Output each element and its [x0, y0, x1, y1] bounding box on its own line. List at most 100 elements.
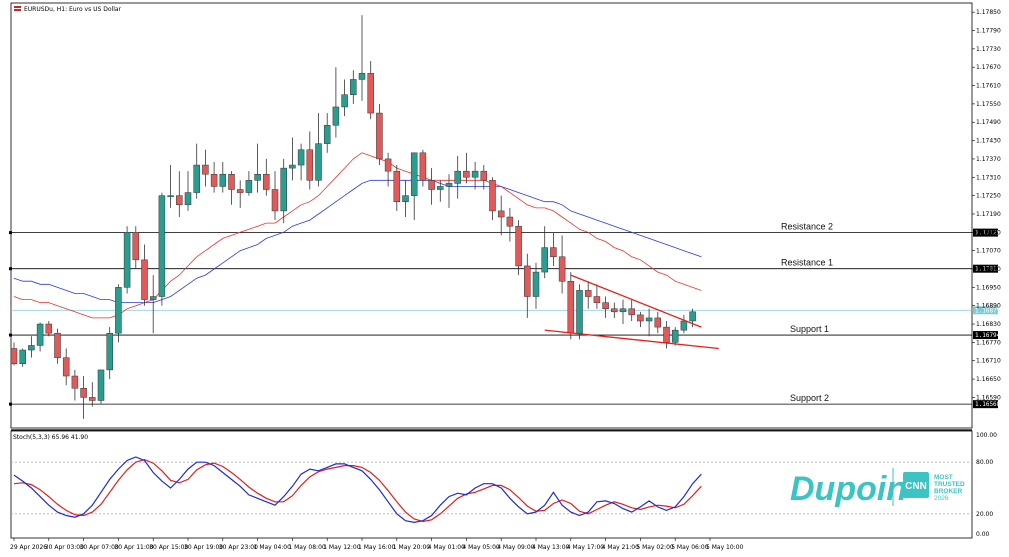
candle-body	[254, 173, 261, 181]
price-tick-label: 1.17370	[976, 156, 1001, 163]
candle-body	[19, 349, 26, 365]
candle-body	[576, 290, 583, 334]
candle-body	[497, 210, 505, 218]
candle-body	[584, 290, 592, 297]
candle-body	[245, 180, 253, 193]
candle-body	[376, 112, 383, 160]
stoch-tick-label: 20.00	[976, 511, 993, 518]
time-tick-label: 4 May 05:00	[462, 544, 500, 551]
price-tick-label: 1.17010	[976, 266, 1001, 273]
time-tick-label: 5 May 06:00	[671, 544, 709, 551]
candle-body	[602, 302, 609, 310]
candle-body	[202, 164, 209, 175]
candle-body	[611, 308, 618, 313]
candle-body	[550, 247, 557, 258]
time-tick-label: 30 Apr 11:00	[114, 544, 153, 551]
cnn-icon	[903, 472, 929, 498]
price-tick-label: 1.17250	[976, 193, 1001, 200]
badge-line-4: 2026	[934, 495, 949, 502]
candle-body	[115, 287, 122, 334]
candle-body	[654, 317, 662, 328]
candle-body	[637, 314, 644, 322]
stoch-signal-line	[13, 458, 702, 523]
candle-body	[193, 164, 200, 193]
candle-body	[141, 259, 148, 300]
candle-body	[419, 152, 427, 181]
trendline	[544, 329, 719, 350]
price-tick-label: 1.17070	[976, 248, 1001, 255]
candle-body	[524, 265, 531, 297]
candle-body	[489, 180, 496, 212]
candle-body	[515, 225, 522, 267]
candle-body	[541, 247, 548, 273]
price-tick-label: 1.16830	[976, 321, 1001, 328]
candle-body	[123, 232, 131, 288]
current-price-tag-text: 1.16875	[975, 307, 1001, 314]
price-tick-label: 1.17790	[976, 28, 1001, 35]
candle-body	[558, 256, 566, 282]
candle-body	[54, 332, 61, 358]
symbol-title: EURUSDu, H1: Euro vs US Dollar	[24, 6, 122, 13]
candle-body	[384, 158, 392, 172]
time-tick-label: 1 May 20:00	[393, 544, 431, 551]
candle-body	[306, 149, 314, 181]
level-price-tag-text: 1.16568	[975, 401, 1001, 408]
time-tick-label: 30 Apr 03:00	[45, 544, 84, 551]
stochastic-oscillator: 100.00 80.00 20.00 0.00	[11, 432, 997, 538]
time-tick-label: 5 May 10:00	[706, 544, 744, 551]
candle-body	[263, 173, 270, 190]
time-tick-label: 4 May 01:00	[428, 544, 466, 551]
time-tick-label: 4 May 21:00	[602, 544, 640, 551]
time-tick-label: 4 May 13:00	[532, 544, 570, 551]
time-tick-label: 1 May 04:00	[254, 544, 292, 551]
badge-line-2: TRUSTED	[934, 481, 965, 488]
price-tick-label: 1.16770	[976, 339, 1001, 346]
time-tick-label: 1 May 16:00	[358, 544, 396, 551]
candle-body	[80, 388, 87, 398]
candle-body	[210, 173, 218, 187]
candle-body	[271, 189, 279, 212]
candle-body	[167, 195, 174, 197]
candle-body	[680, 320, 688, 331]
candle-body	[289, 164, 296, 169]
candle-body	[89, 397, 96, 401]
candle-body	[593, 296, 601, 303]
candle-body	[10, 348, 18, 365]
price-tick-label: 1.16710	[976, 358, 1001, 365]
candle-body	[663, 326, 670, 343]
level-anchor	[9, 402, 12, 406]
candle-body	[454, 170, 461, 184]
time-tick-label: 1 May 08:00	[288, 544, 326, 551]
price-axis: 1.17850 1.17790 1.17730 1.17670 1.17610 1.175…	[972, 9, 1001, 401]
ma-blue-line	[13, 179, 702, 303]
symbol-flag-icon-band	[14, 8, 21, 9]
price-tick-label: 1.17490	[976, 119, 1001, 126]
candle-body	[393, 170, 401, 202]
candle-body	[228, 173, 235, 190]
price-tick-label: 1.17430	[976, 138, 1001, 145]
time-tick-label: 30 Apr 19:00	[184, 544, 223, 551]
stoch-tick-label: 100.00	[976, 432, 997, 439]
candle-body	[97, 369, 105, 401]
candle-body	[689, 311, 696, 322]
stoch-title: Stoch(5,3,3) 65.96 41.90	[13, 434, 88, 441]
time-tick-label: 29 Apr 2026	[10, 544, 47, 551]
time-tick-label: 30 Apr 23:00	[219, 544, 258, 551]
candle-body	[71, 375, 79, 389]
price-tick-label: 1.17310	[976, 174, 1001, 181]
moving-averages	[13, 152, 702, 319]
candle-body	[184, 192, 192, 206]
candle-body	[428, 180, 435, 190]
support-resistance-levels: Resistance 2 1.17129 Resistance 1 1.17011 Su…	[9, 222, 1001, 409]
candle-body	[219, 173, 227, 187]
candle-body	[628, 308, 635, 316]
time-tick-label: 1 May 12:00	[323, 544, 361, 551]
stoch-main-line	[13, 456, 702, 524]
time-tick-label: 4 May 17:00	[567, 544, 605, 551]
time-tick-label: 4 May 09:00	[497, 544, 535, 551]
stoch-tick-label: 80.00	[976, 459, 993, 466]
candle-body	[445, 183, 453, 187]
level-price-tag	[973, 228, 998, 237]
